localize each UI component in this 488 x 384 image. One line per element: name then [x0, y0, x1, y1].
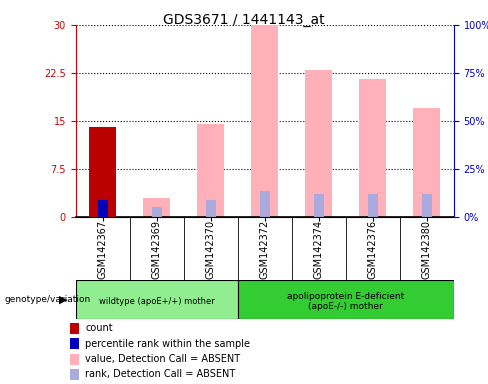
- Text: value, Detection Call = ABSENT: value, Detection Call = ABSENT: [85, 354, 241, 364]
- Bar: [305, 70, 332, 217]
- Text: GSM142372: GSM142372: [260, 220, 270, 280]
- Text: GSM142367: GSM142367: [98, 220, 108, 279]
- Bar: [76, 280, 238, 319]
- Text: percentile rank within the sample: percentile rank within the sample: [85, 339, 250, 349]
- Text: genotype/variation: genotype/variation: [5, 295, 91, 304]
- Bar: [251, 25, 278, 217]
- Text: GDS3671 / 1441143_at: GDS3671 / 1441143_at: [163, 13, 325, 27]
- Bar: [314, 194, 324, 217]
- Bar: [70, 369, 80, 380]
- Bar: [422, 194, 432, 217]
- Bar: [206, 200, 216, 217]
- Bar: [260, 191, 269, 217]
- Text: ▶: ▶: [59, 295, 68, 305]
- Bar: [70, 323, 80, 334]
- Text: apolipoprotein E-deficient
(apoE-/-) mother: apolipoprotein E-deficient (apoE-/-) mot…: [287, 292, 405, 311]
- Bar: [197, 124, 224, 217]
- Bar: [359, 79, 386, 217]
- Bar: [98, 200, 107, 217]
- Bar: [143, 198, 170, 217]
- Bar: [70, 338, 80, 349]
- Text: GSM142369: GSM142369: [152, 220, 162, 279]
- Bar: [413, 108, 440, 217]
- Text: GSM142374: GSM142374: [314, 220, 324, 279]
- Bar: [152, 207, 162, 217]
- Text: GSM142380: GSM142380: [422, 220, 432, 279]
- Bar: [89, 127, 116, 217]
- Bar: [238, 280, 454, 319]
- Text: GSM142370: GSM142370: [206, 220, 216, 279]
- Bar: [368, 194, 378, 217]
- Text: rank, Detection Call = ABSENT: rank, Detection Call = ABSENT: [85, 369, 236, 379]
- Text: GSM142376: GSM142376: [368, 220, 378, 279]
- Text: wildtype (apoE+/+) mother: wildtype (apoE+/+) mother: [99, 297, 215, 306]
- Bar: [70, 354, 80, 364]
- Text: count: count: [85, 323, 113, 333]
